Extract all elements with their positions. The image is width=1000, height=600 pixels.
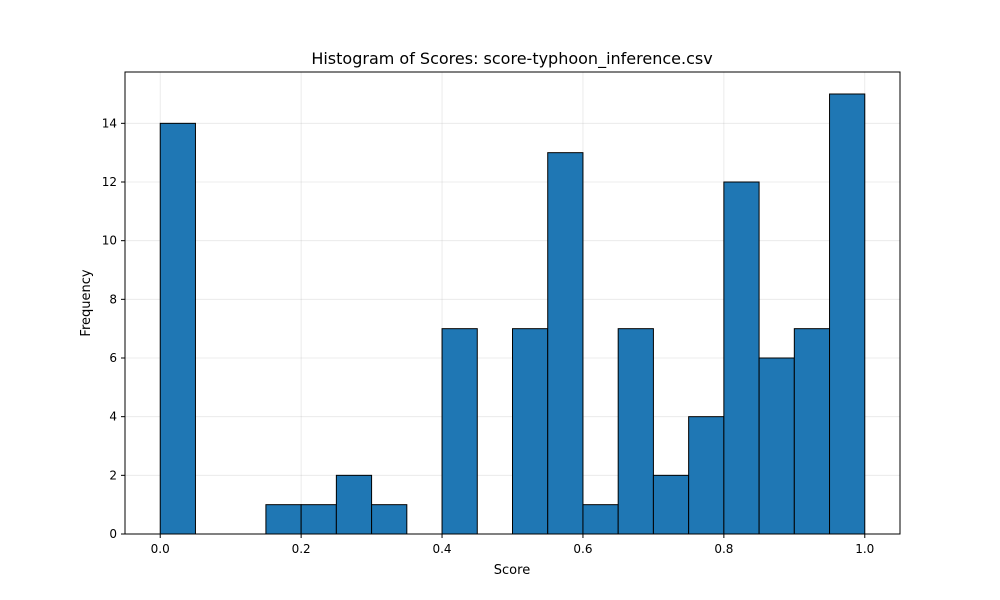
histogram-bar: [371, 504, 408, 535]
x-tick-label: 0.0: [151, 542, 170, 556]
x-tick-label: 0.8: [714, 542, 733, 556]
y-axis-ticks: 0 2 4 6 8 10 12 14: [102, 116, 125, 541]
y-axis-label: Frequency: [79, 269, 94, 336]
plot-area-frame: [124, 71, 901, 535]
histogram-bar: [335, 474, 373, 535]
x-tick-label: 0.2: [292, 542, 311, 556]
histogram-bar: [652, 474, 690, 535]
histogram-bar: [441, 328, 478, 535]
histogram-bar: [829, 93, 866, 535]
chart-title: Histogram of Scores: score-typhoon_infer…: [311, 49, 712, 69]
histogram-bar: [723, 181, 760, 535]
y-tick-label: 14: [102, 116, 117, 130]
histogram-bar: [688, 416, 725, 535]
histogram-bar: [159, 122, 196, 535]
y-tick-label: 0: [109, 527, 117, 541]
y-tick-label: 8: [109, 292, 117, 306]
x-tick-label: 0.4: [432, 542, 451, 556]
histogram-bar: [300, 504, 337, 535]
bars: [159, 93, 866, 535]
histogram-bar: [547, 152, 584, 535]
histogram-bar: [265, 504, 302, 535]
y-tick-label: 12: [102, 175, 117, 189]
histogram-bar: [793, 328, 831, 535]
histogram-bar: [582, 504, 619, 535]
y-tick-label: 10: [102, 234, 117, 248]
x-axis-ticks: 0.0 0.2 0.4 0.6 0.8 1.0: [151, 534, 874, 556]
y-tick-label: 4: [109, 410, 117, 424]
histogram-bar: [617, 328, 654, 535]
x-tick-label: 0.6: [573, 542, 592, 556]
x-tick-label: 1.0: [855, 542, 874, 556]
x-axis-label: Score: [494, 563, 530, 578]
y-tick-label: 2: [109, 468, 117, 482]
y-tick-label: 6: [109, 351, 117, 365]
histogram-bar: [512, 328, 549, 535]
histogram-bar: [758, 357, 795, 535]
